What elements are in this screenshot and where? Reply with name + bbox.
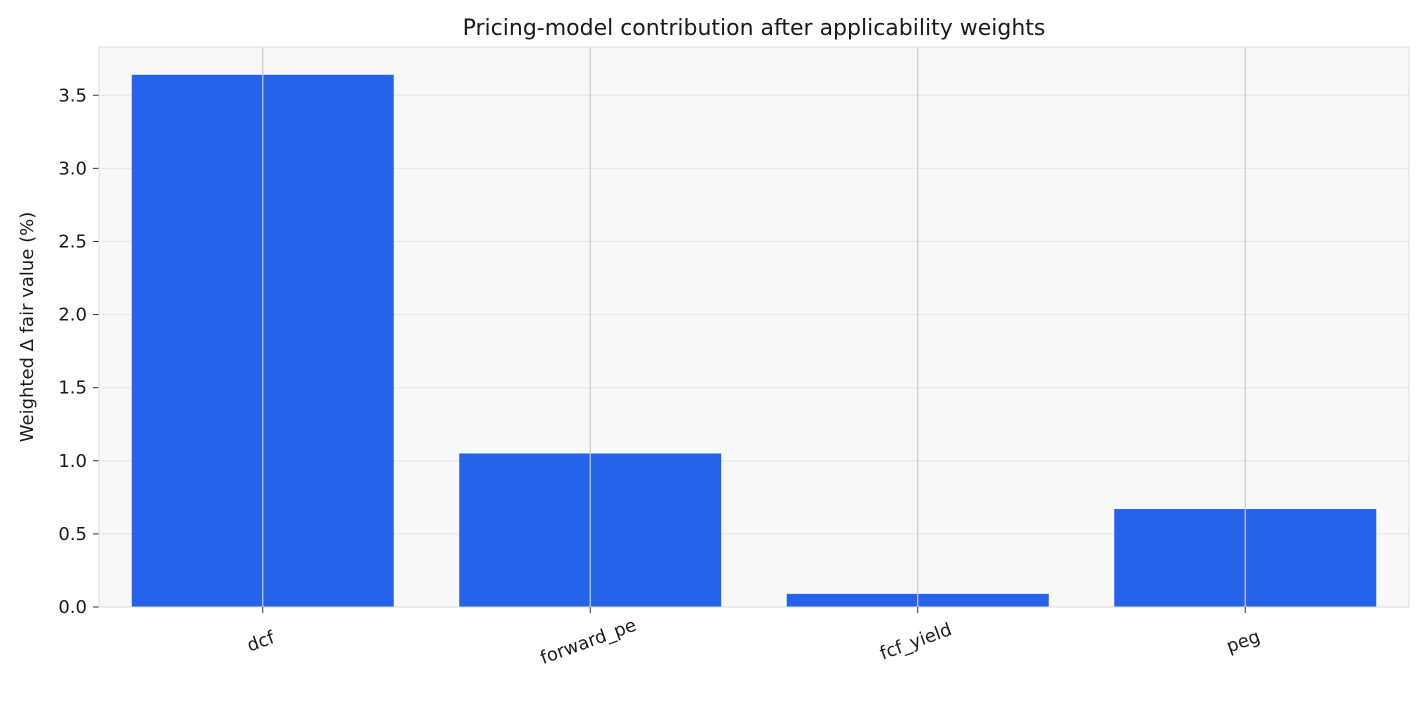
- y-tick-label: 2.5: [58, 231, 87, 252]
- y-tick-label: 0.5: [58, 524, 87, 545]
- x-tick-label: peg: [1224, 626, 1263, 657]
- y-tick-label: 3.5: [58, 85, 87, 106]
- plot-frame: [98, 46, 1410, 608]
- x-tick-label: forward_pe: [538, 615, 640, 669]
- y-tick-label: 2.0: [58, 305, 87, 326]
- x-grid-layer: [262, 47, 1246, 607]
- y-tick-label: 0.0: [58, 597, 87, 618]
- x-tick-label: fcf_yield: [877, 619, 954, 664]
- y-axis-label: Weighted Δ fair value (%): [17, 212, 38, 443]
- y-tick-label: 1.0: [58, 451, 87, 472]
- x-tick-label: dcf: [244, 627, 278, 656]
- chart-title: Pricing-model contribution after applica…: [463, 16, 1046, 41]
- y-tick-label: 3.0: [58, 158, 87, 179]
- y-tick-label: 1.5: [58, 378, 87, 399]
